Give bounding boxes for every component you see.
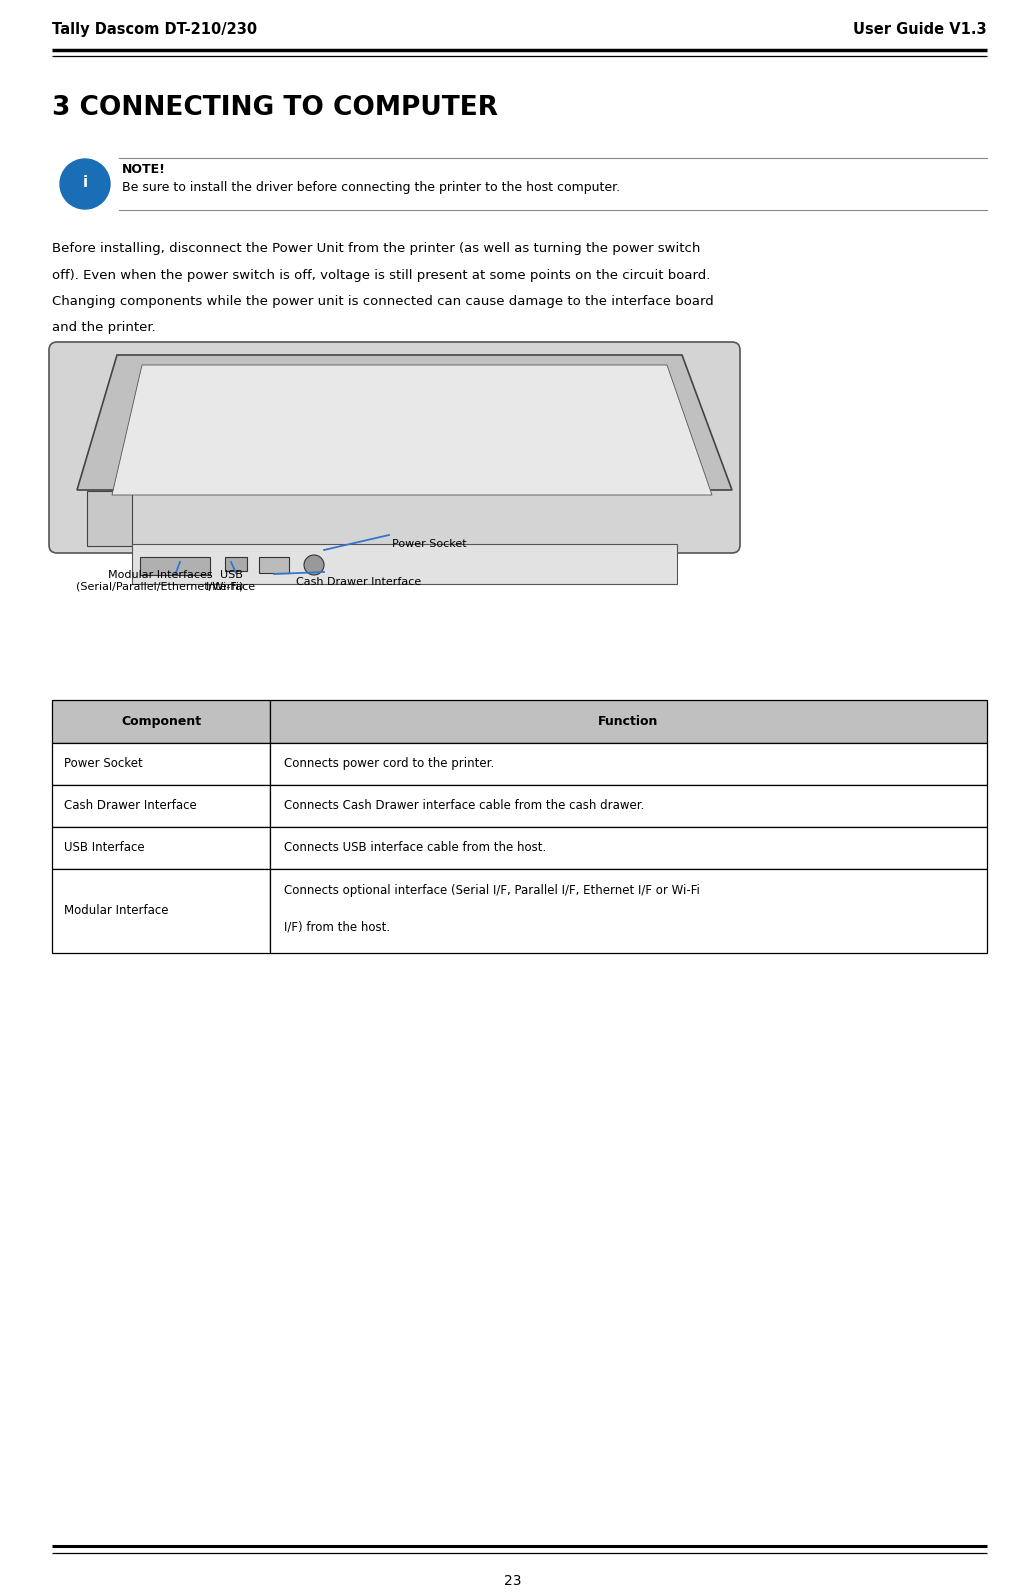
Text: USB Interface: USB Interface (64, 842, 145, 854)
Text: Connects optional interface (Serial I/F, Parallel I/F, Ethernet I/F or Wi-Fi: Connects optional interface (Serial I/F,… (284, 885, 700, 897)
FancyBboxPatch shape (270, 827, 987, 869)
Text: off). Even when the power switch is off, voltage is still present at some points: off). Even when the power switch is off,… (52, 268, 710, 282)
FancyBboxPatch shape (270, 700, 987, 743)
Text: USB
Interface: USB Interface (206, 571, 256, 591)
Text: Power Socket: Power Socket (392, 539, 466, 548)
Text: Before installing, disconnect the Power Unit from the printer (as well as turnin: Before installing, disconnect the Power … (52, 242, 700, 255)
Text: Modular Interface: Modular Interface (64, 904, 168, 918)
Text: Cash Drawer Interface: Cash Drawer Interface (64, 800, 197, 813)
Text: Component: Component (121, 716, 201, 728)
Text: Function: Function (599, 716, 659, 728)
FancyBboxPatch shape (52, 827, 270, 869)
Text: Modular Interfaces
(Serial/Parallel/Ethernet/Wi-Fi): Modular Interfaces (Serial/Parallel/Ethe… (76, 571, 244, 591)
FancyBboxPatch shape (226, 556, 247, 571)
Text: Tally Dascom DT-210/230: Tally Dascom DT-210/230 (52, 22, 257, 37)
Text: Changing components while the power unit is connected can cause damage to the in: Changing components while the power unit… (52, 295, 713, 308)
Text: I/F) from the host.: I/F) from the host. (284, 921, 391, 934)
FancyBboxPatch shape (259, 556, 289, 572)
Polygon shape (112, 365, 712, 496)
Polygon shape (77, 355, 732, 489)
FancyBboxPatch shape (52, 784, 270, 827)
Text: Be sure to install the driver before connecting the printer to the host computer: Be sure to install the driver before con… (122, 182, 620, 194)
FancyBboxPatch shape (52, 869, 270, 953)
Text: 3 CONNECTING TO COMPUTER: 3 CONNECTING TO COMPUTER (52, 96, 498, 121)
FancyBboxPatch shape (132, 544, 676, 583)
FancyBboxPatch shape (270, 869, 987, 953)
Text: and the printer.: and the printer. (52, 322, 156, 335)
Text: User Guide V1.3: User Guide V1.3 (854, 22, 987, 37)
FancyBboxPatch shape (87, 491, 132, 547)
FancyBboxPatch shape (270, 743, 987, 784)
Text: Connects Cash Drawer interface cable from the cash drawer.: Connects Cash Drawer interface cable fro… (284, 800, 645, 813)
Text: Cash Drawer Interface: Cash Drawer Interface (296, 577, 421, 587)
Text: i: i (82, 175, 87, 191)
FancyBboxPatch shape (52, 700, 270, 743)
FancyBboxPatch shape (52, 743, 270, 784)
Text: Power Socket: Power Socket (64, 757, 142, 770)
Circle shape (304, 555, 324, 575)
Text: Connects power cord to the printer.: Connects power cord to the printer. (284, 757, 494, 770)
Text: NOTE!: NOTE! (122, 163, 166, 175)
FancyBboxPatch shape (140, 556, 210, 575)
Text: Connects USB interface cable from the host.: Connects USB interface cable from the ho… (284, 842, 546, 854)
Circle shape (60, 159, 110, 209)
Text: 23: 23 (503, 1573, 522, 1588)
FancyBboxPatch shape (49, 343, 740, 553)
FancyBboxPatch shape (270, 784, 987, 827)
